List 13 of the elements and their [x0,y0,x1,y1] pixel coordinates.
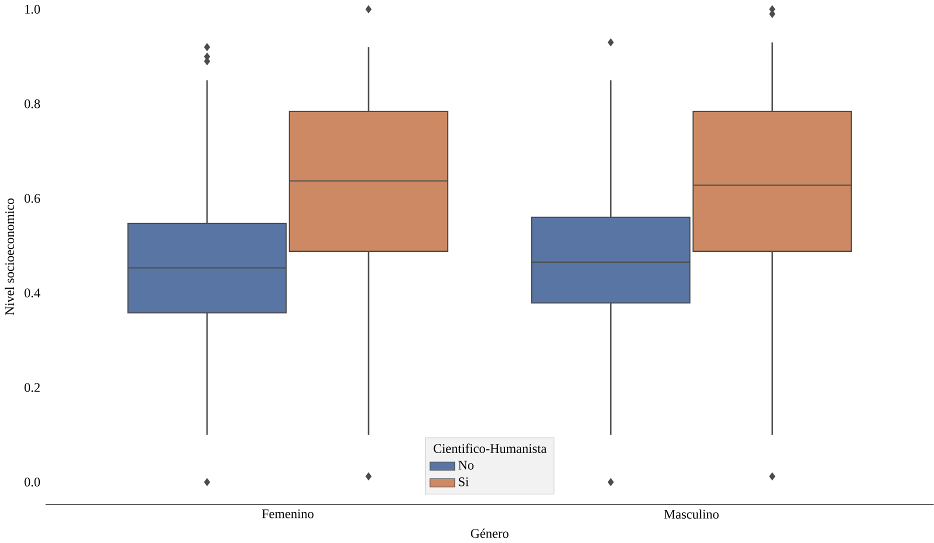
y-tick-label: 1.0 [25,4,40,14]
y-tick-label: 0.2 [24,383,40,392]
x-tick-label: Femenino [262,510,314,518]
y-tick-label: 0.0 [24,478,40,487]
y-tick-label: 0.4 [24,288,40,298]
y-axis-title: Nivel socioeconomico [4,198,14,316]
y-tick-label: 0.6 [24,194,40,203]
x-tick-label: Masculino [664,510,719,519]
legend-title: Cientifico-Humanista [434,444,547,454]
legend-label: Si [458,478,469,486]
x-axis-title: Género [470,528,508,538]
legend-label: No [458,460,474,470]
y-tick-label: 0.8 [24,100,40,108]
